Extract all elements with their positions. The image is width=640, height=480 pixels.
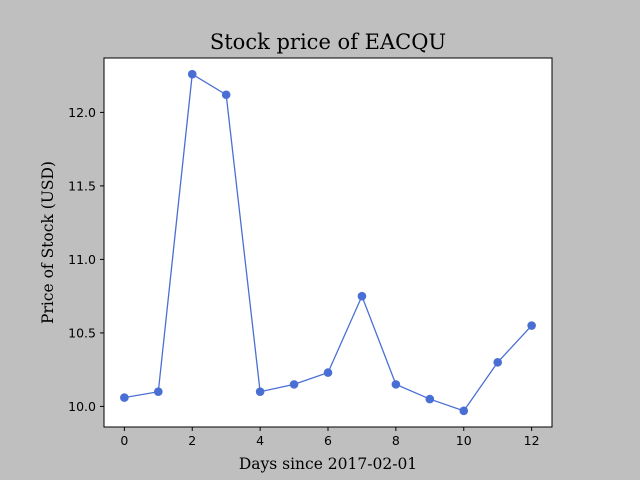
data-point	[221, 90, 231, 100]
x-tick-label: 10	[456, 433, 472, 448]
data-point	[527, 321, 536, 330]
data-point	[391, 380, 401, 389]
data-point	[493, 358, 502, 367]
x-tick-label: 8	[392, 433, 400, 448]
chart-title: Stock price of EACQU	[210, 30, 446, 54]
y-axis: 10.0 10.5 11.0 11.5 12.0	[68, 105, 104, 414]
data-point	[425, 394, 435, 404]
x-tick-label: 6	[324, 433, 332, 448]
x-tick-label: 0	[120, 433, 128, 448]
data-point	[289, 380, 299, 389]
x-axis: 0 2 4 6 8 10 12	[120, 427, 540, 448]
y-tick-label: 10.0	[68, 399, 96, 414]
y-axis-label: Price of Stock (USD)	[39, 161, 57, 324]
y-tick-label: 11.5	[68, 178, 96, 193]
data-point	[187, 69, 197, 79]
x-tick-label: 4	[256, 433, 264, 448]
data-point	[323, 368, 333, 377]
x-tick-label: 2	[188, 433, 196, 448]
data-point	[459, 406, 469, 416]
data-point	[120, 393, 129, 402]
data-point	[357, 291, 367, 301]
data-point	[255, 387, 265, 397]
y-tick-label: 12.0	[68, 105, 96, 120]
x-axis-label: Days since 2017-02-01	[239, 455, 417, 473]
plot-area	[103, 57, 553, 428]
y-tick-label: 10.5	[68, 325, 96, 340]
data-point	[154, 387, 163, 397]
x-tick-label: 12	[524, 433, 540, 448]
y-tick-label: 11.0	[68, 252, 96, 267]
series-layer	[120, 69, 536, 416]
